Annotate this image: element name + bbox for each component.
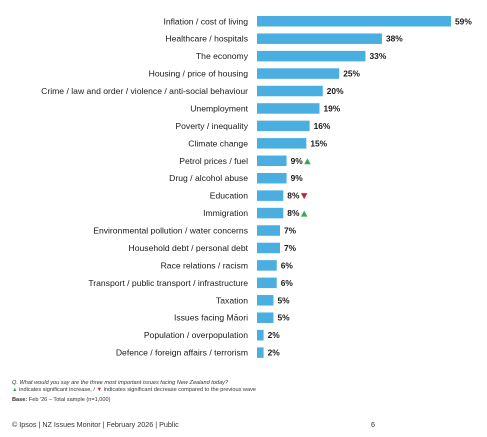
down-triangle-icon: ▼ xyxy=(96,386,103,393)
bar xyxy=(257,329,264,341)
up-triangle-icon xyxy=(304,158,311,165)
value-label: 15% xyxy=(310,138,327,148)
category-label: Issues facing Māori xyxy=(174,313,248,323)
category-label: Immigration xyxy=(203,208,248,218)
bar xyxy=(257,347,264,358)
category-label: Crime / law and order / violence / anti-… xyxy=(41,86,248,96)
bar xyxy=(257,155,287,167)
value-label: 9% xyxy=(291,156,304,166)
page-number: 6 xyxy=(371,420,375,429)
up-triangle-icon: ▲ xyxy=(12,386,18,393)
footer-text: © Ipsos | NZ Issues Monitor | February 2… xyxy=(12,420,179,429)
category-label: Housing / price of housing xyxy=(149,69,249,79)
value-label: 5% xyxy=(277,295,290,305)
bar xyxy=(257,190,284,201)
value-label: 38% xyxy=(386,34,403,44)
category-label: Education xyxy=(210,191,248,201)
bar xyxy=(257,172,287,184)
category-label: Healthcare / hospitals xyxy=(165,34,248,44)
bar xyxy=(257,16,451,27)
category-label: Taxation xyxy=(216,295,248,305)
category-label: Petrol prices / fuel xyxy=(179,156,248,166)
value-label: 20% xyxy=(327,86,344,96)
bar xyxy=(257,260,277,271)
value-label: 5% xyxy=(277,313,290,323)
value-label: 19% xyxy=(323,103,340,113)
bar xyxy=(257,50,366,62)
bar xyxy=(257,85,323,97)
bar xyxy=(257,312,274,323)
value-label: 9% xyxy=(291,173,304,183)
value-label: 6% xyxy=(281,278,294,288)
value-label: 2% xyxy=(268,348,281,358)
base-text: Feb '26 – Total sample (n=1,000) xyxy=(27,396,111,403)
value-label: 7% xyxy=(284,243,297,253)
bar xyxy=(257,103,320,114)
category-label: Drug / alcohol abuse xyxy=(169,173,248,183)
category-label: Race relations / racism xyxy=(161,260,248,270)
bar xyxy=(257,295,274,306)
bar xyxy=(257,242,281,254)
legend-increase-text: indicates significant increase, / xyxy=(17,386,97,393)
category-label: Climate change xyxy=(188,138,248,148)
legend-decrease-text: indicates significant decrease compared … xyxy=(102,386,256,393)
category-label: Household debt / personal debt xyxy=(129,243,249,253)
chart-notes: Q. What would you say are the three most… xyxy=(12,380,472,404)
value-label: 8% xyxy=(287,208,300,218)
category-label: Population / overpopulation xyxy=(144,330,248,340)
survey-question: Q. What would you say are the three most… xyxy=(12,380,229,386)
significance-legend: ▲ indicates significant increase, / ▼ in… xyxy=(12,387,472,394)
category-label: Inflation / cost of living xyxy=(163,16,248,26)
base-label: Base: xyxy=(12,396,28,403)
category-label: Transport / public transport / infrastru… xyxy=(88,278,248,288)
category-label: Unemployment xyxy=(190,103,248,113)
bar xyxy=(257,68,340,79)
value-label: 2% xyxy=(268,330,281,340)
category-label: Environmental pollution / water concerns xyxy=(93,226,248,236)
bar xyxy=(257,207,284,219)
bar xyxy=(257,33,382,44)
value-label: 33% xyxy=(370,51,387,61)
bar xyxy=(257,225,281,236)
category-label: Defence / foreign affairs / terrorism xyxy=(116,348,248,358)
bar xyxy=(257,277,277,289)
value-label: 59% xyxy=(455,16,472,26)
category-label: The economy xyxy=(196,51,249,61)
base-note: Base: Feb '26 – Total sample (n=1,000) xyxy=(12,397,472,404)
value-label: 25% xyxy=(343,69,360,79)
bar xyxy=(257,138,307,149)
up-triangle-icon xyxy=(300,210,308,217)
bar-chart: Inflation / cost of living 59% Healthcare … xyxy=(41,16,472,358)
value-label: 16% xyxy=(314,121,331,131)
value-label: 7% xyxy=(284,226,297,236)
down-triangle-icon xyxy=(300,193,308,200)
category-label: Poverty / inequality xyxy=(175,121,248,131)
bar xyxy=(257,120,310,132)
value-label: 8% xyxy=(287,191,300,201)
value-label: 6% xyxy=(281,260,294,270)
